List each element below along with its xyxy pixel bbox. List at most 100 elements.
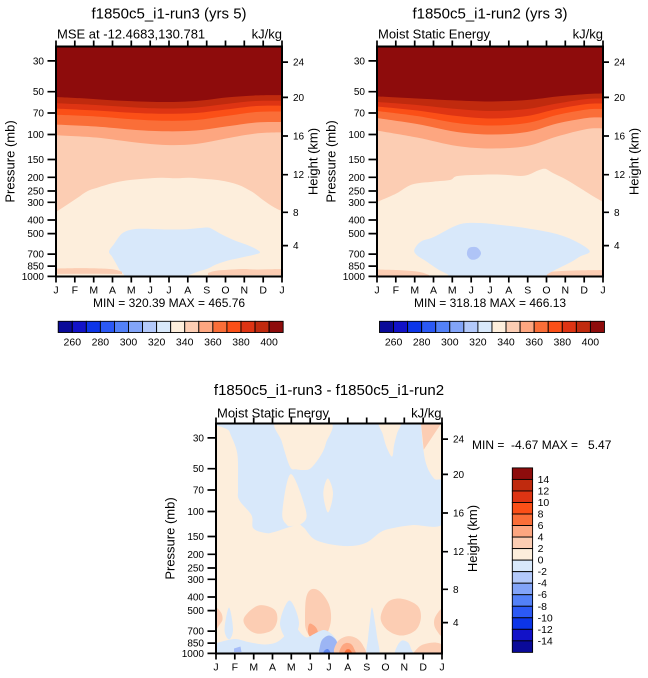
svg-text:J: J	[326, 662, 331, 674]
svg-text:A: A	[269, 662, 276, 674]
svg-text:kJ/kg: kJ/kg	[411, 405, 441, 420]
svg-text:300: 300	[187, 575, 204, 586]
svg-text:Pressure (mb): Pressure (mb)	[3, 120, 18, 202]
svg-text:S: S	[524, 285, 531, 297]
svg-text:N: N	[241, 285, 249, 297]
svg-text:MSE at -12.4683,130.781: MSE at -12.4683,130.781	[57, 27, 205, 42]
svg-text:50: 50	[193, 464, 205, 475]
svg-text:S: S	[363, 662, 370, 674]
svg-text:10: 10	[538, 497, 550, 509]
svg-text:150: 150	[187, 532, 204, 543]
svg-text:O: O	[542, 285, 550, 297]
svg-text:M: M	[448, 285, 457, 297]
svg-text:320: 320	[148, 337, 166, 349]
svg-text:14: 14	[538, 474, 550, 486]
svg-text:500: 500	[27, 229, 44, 240]
svg-text:Moist Static Energy: Moist Static Energy	[217, 405, 329, 420]
svg-text:-4: -4	[538, 578, 547, 590]
svg-text:-10: -10	[538, 612, 553, 624]
svg-text:400: 400	[348, 216, 365, 227]
svg-text:300: 300	[441, 337, 459, 349]
svg-text:-12: -12	[538, 624, 553, 636]
svg-text:700: 700	[27, 250, 44, 261]
svg-text:260: 260	[64, 337, 82, 349]
svg-text:D: D	[580, 285, 588, 297]
svg-text:400: 400	[582, 337, 600, 349]
svg-text:250: 250	[27, 187, 44, 198]
svg-text:150: 150	[348, 155, 365, 166]
svg-text:500: 500	[187, 606, 204, 617]
svg-text:50: 50	[354, 87, 366, 98]
svg-text:400: 400	[187, 593, 204, 604]
svg-text:A: A	[184, 285, 191, 297]
svg-text:Moist Static Energy: Moist Static Energy	[378, 27, 490, 42]
svg-text:70: 70	[193, 486, 205, 497]
svg-text:340: 340	[176, 337, 194, 349]
svg-text:S: S	[203, 285, 210, 297]
svg-text:Height (km): Height (km)	[465, 505, 480, 572]
svg-text:380: 380	[232, 337, 250, 349]
svg-text:8: 8	[538, 509, 544, 521]
svg-text:J: J	[308, 662, 313, 674]
svg-text:A: A	[109, 285, 116, 297]
svg-text:70: 70	[33, 109, 45, 120]
svg-text:24: 24	[614, 58, 626, 69]
svg-text:M: M	[287, 662, 296, 674]
svg-text:M: M	[127, 285, 136, 297]
svg-text:N: N	[401, 662, 409, 674]
svg-text:J: J	[600, 285, 605, 297]
svg-text:1000: 1000	[182, 649, 205, 660]
svg-text:360: 360	[525, 337, 543, 349]
svg-text:F: F	[232, 662, 238, 674]
svg-text:MIN = 320.39 MAX = 465.76: MIN = 320.39 MAX = 465.76	[93, 296, 245, 310]
svg-text:16: 16	[453, 509, 465, 520]
svg-text:700: 700	[187, 627, 204, 638]
svg-text:J: J	[213, 662, 218, 674]
svg-text:360: 360	[204, 337, 222, 349]
svg-text:20: 20	[614, 93, 626, 104]
svg-text:A: A	[430, 285, 437, 297]
svg-text:12: 12	[453, 547, 465, 558]
svg-text:A: A	[344, 662, 351, 674]
svg-text:100: 100	[348, 130, 365, 141]
svg-text:24: 24	[453, 435, 465, 446]
svg-text:20: 20	[293, 93, 305, 104]
svg-text:M: M	[410, 285, 419, 297]
svg-text:F: F	[72, 285, 78, 297]
svg-text:J: J	[469, 285, 474, 297]
svg-text:300: 300	[120, 337, 138, 349]
svg-text:850: 850	[348, 262, 365, 273]
svg-text:-6: -6	[538, 589, 547, 601]
svg-text:O: O	[381, 662, 389, 674]
svg-text:4: 4	[538, 532, 544, 544]
svg-text:J: J	[53, 285, 58, 297]
svg-text:1000: 1000	[343, 272, 366, 283]
svg-text:MIN = -4.67 MAX = 5.47: MIN = -4.67 MAX = 5.47	[472, 438, 612, 452]
svg-text:f1850c5_i1-run2 (yrs 3): f1850c5_i1-run2 (yrs 3)	[412, 6, 567, 23]
svg-text:100: 100	[27, 130, 44, 141]
svg-text:12: 12	[614, 170, 626, 181]
svg-text:12: 12	[538, 485, 550, 497]
svg-text:4: 4	[293, 241, 299, 252]
svg-text:-8: -8	[538, 601, 547, 613]
svg-text:150: 150	[27, 155, 44, 166]
svg-text:250: 250	[348, 187, 365, 198]
svg-text:J: J	[374, 285, 379, 297]
svg-text:300: 300	[27, 198, 44, 209]
svg-text:J: J	[166, 285, 171, 297]
svg-text:J: J	[279, 285, 284, 297]
svg-text:16: 16	[614, 132, 626, 143]
svg-text:30: 30	[193, 433, 205, 444]
svg-text:30: 30	[33, 56, 45, 67]
svg-text:6: 6	[538, 520, 544, 532]
svg-text:400: 400	[260, 337, 278, 349]
svg-text:2: 2	[538, 543, 544, 555]
svg-text:380: 380	[554, 337, 572, 349]
svg-text:Height (km): Height (km)	[627, 128, 642, 195]
svg-text:0: 0	[538, 555, 544, 567]
svg-text:O: O	[221, 285, 229, 297]
svg-text:F: F	[393, 285, 399, 297]
svg-text:500: 500	[348, 229, 365, 240]
svg-text:Pressure (mb): Pressure (mb)	[163, 497, 178, 579]
svg-text:250: 250	[187, 564, 204, 575]
